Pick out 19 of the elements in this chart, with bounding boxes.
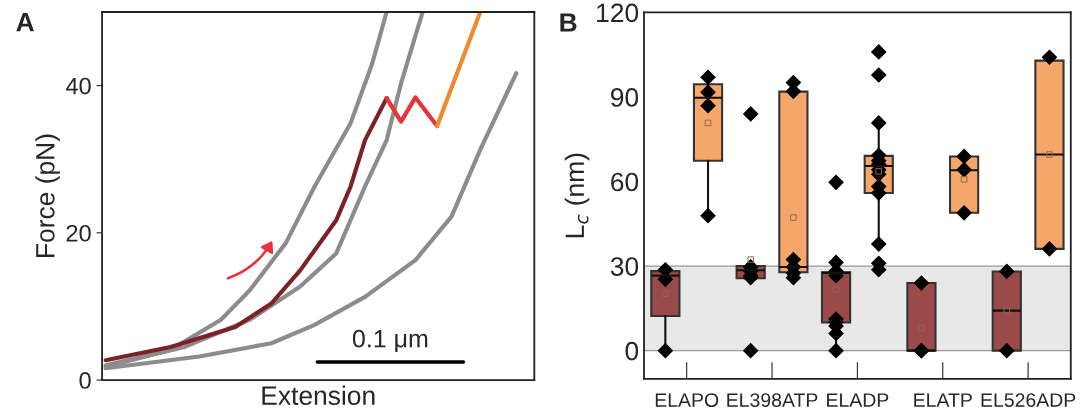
y-tick-label: 90 bbox=[611, 88, 639, 107]
y-tick-label: 40 bbox=[65, 77, 91, 95]
y-axis-title: L$_{c}$ (nm) bbox=[564, 153, 590, 238]
x-tick-label: ELADP bbox=[827, 393, 889, 407]
x-tick-label: ELAPO bbox=[655, 393, 719, 407]
y-tick-label: 20 bbox=[66, 224, 91, 242]
y-tick-label: 0 bbox=[79, 372, 91, 389]
x-tick-label: ELATP bbox=[914, 393, 972, 407]
y-tick-label: 60 bbox=[611, 172, 639, 192]
chart-title: A bbox=[16, 12, 34, 32]
annotation: 0.1 μm bbox=[352, 329, 428, 353]
y-tick-label: 30 bbox=[610, 257, 639, 276]
x-tick-label: EL398ATP bbox=[727, 393, 818, 407]
y-tick-label: 0 bbox=[625, 341, 639, 361]
y-axis-title: Force (pN) bbox=[35, 134, 60, 257]
y-tick-label: 120 bbox=[597, 3, 639, 23]
x-tick-label: EL526ADP bbox=[981, 393, 1076, 407]
chart-title: B bbox=[560, 13, 577, 32]
x-axis-title: Extension bbox=[262, 385, 375, 405]
